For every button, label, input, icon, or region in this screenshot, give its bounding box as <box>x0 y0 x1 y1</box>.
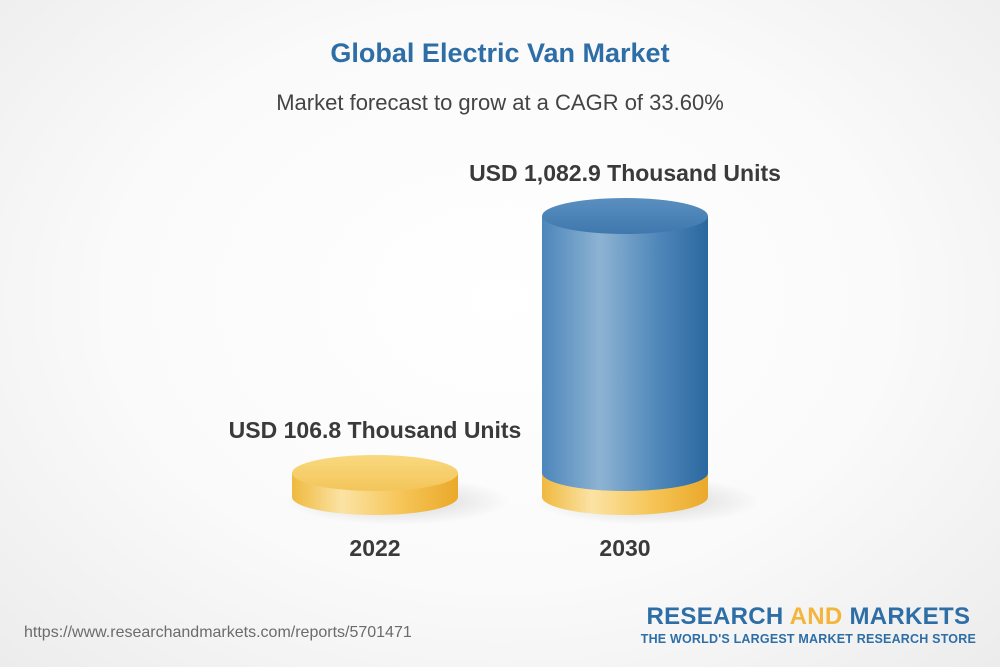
chart-title: Global Electric Van Market <box>330 38 670 68</box>
brand-name-part2: AND <box>789 603 843 630</box>
brand-logo: RESEARCH AND MARKETS THE WORLD'S LARGEST… <box>641 603 976 647</box>
bar-column-2030-top <box>542 198 708 234</box>
brand-name-part3: MARKETS <box>842 603 971 630</box>
x-tick-label-2022: 2022 <box>349 535 400 561</box>
bar-base-2022 <box>292 455 458 515</box>
brand-name: RESEARCH AND MARKETS <box>641 603 976 631</box>
brand-name-part1: RESEARCH <box>646 603 790 630</box>
bar-base-2022-top <box>292 455 458 491</box>
bar-2030: USD 1,082.9 Thousand Units 2030 <box>469 160 781 561</box>
source-url[interactable]: https://www.researchandmarkets.com/repor… <box>24 624 412 641</box>
data-label-2030: USD 1,082.9 Thousand Units <box>469 160 781 186</box>
brand-tagline: THE WORLD'S LARGEST MARKET RESEARCH STOR… <box>640 632 976 646</box>
bar-column-2030-side <box>542 216 708 491</box>
chart-subtitle: Market forecast to grow at a CAGR of 33.… <box>276 90 724 115</box>
x-tick-label-2030: 2030 <box>599 535 650 561</box>
bar-2022: USD 106.8 Thousand Units 2022 <box>229 417 522 561</box>
bar-column-2030 <box>542 198 708 491</box>
data-label-2022: USD 106.8 Thousand Units <box>229 417 522 443</box>
